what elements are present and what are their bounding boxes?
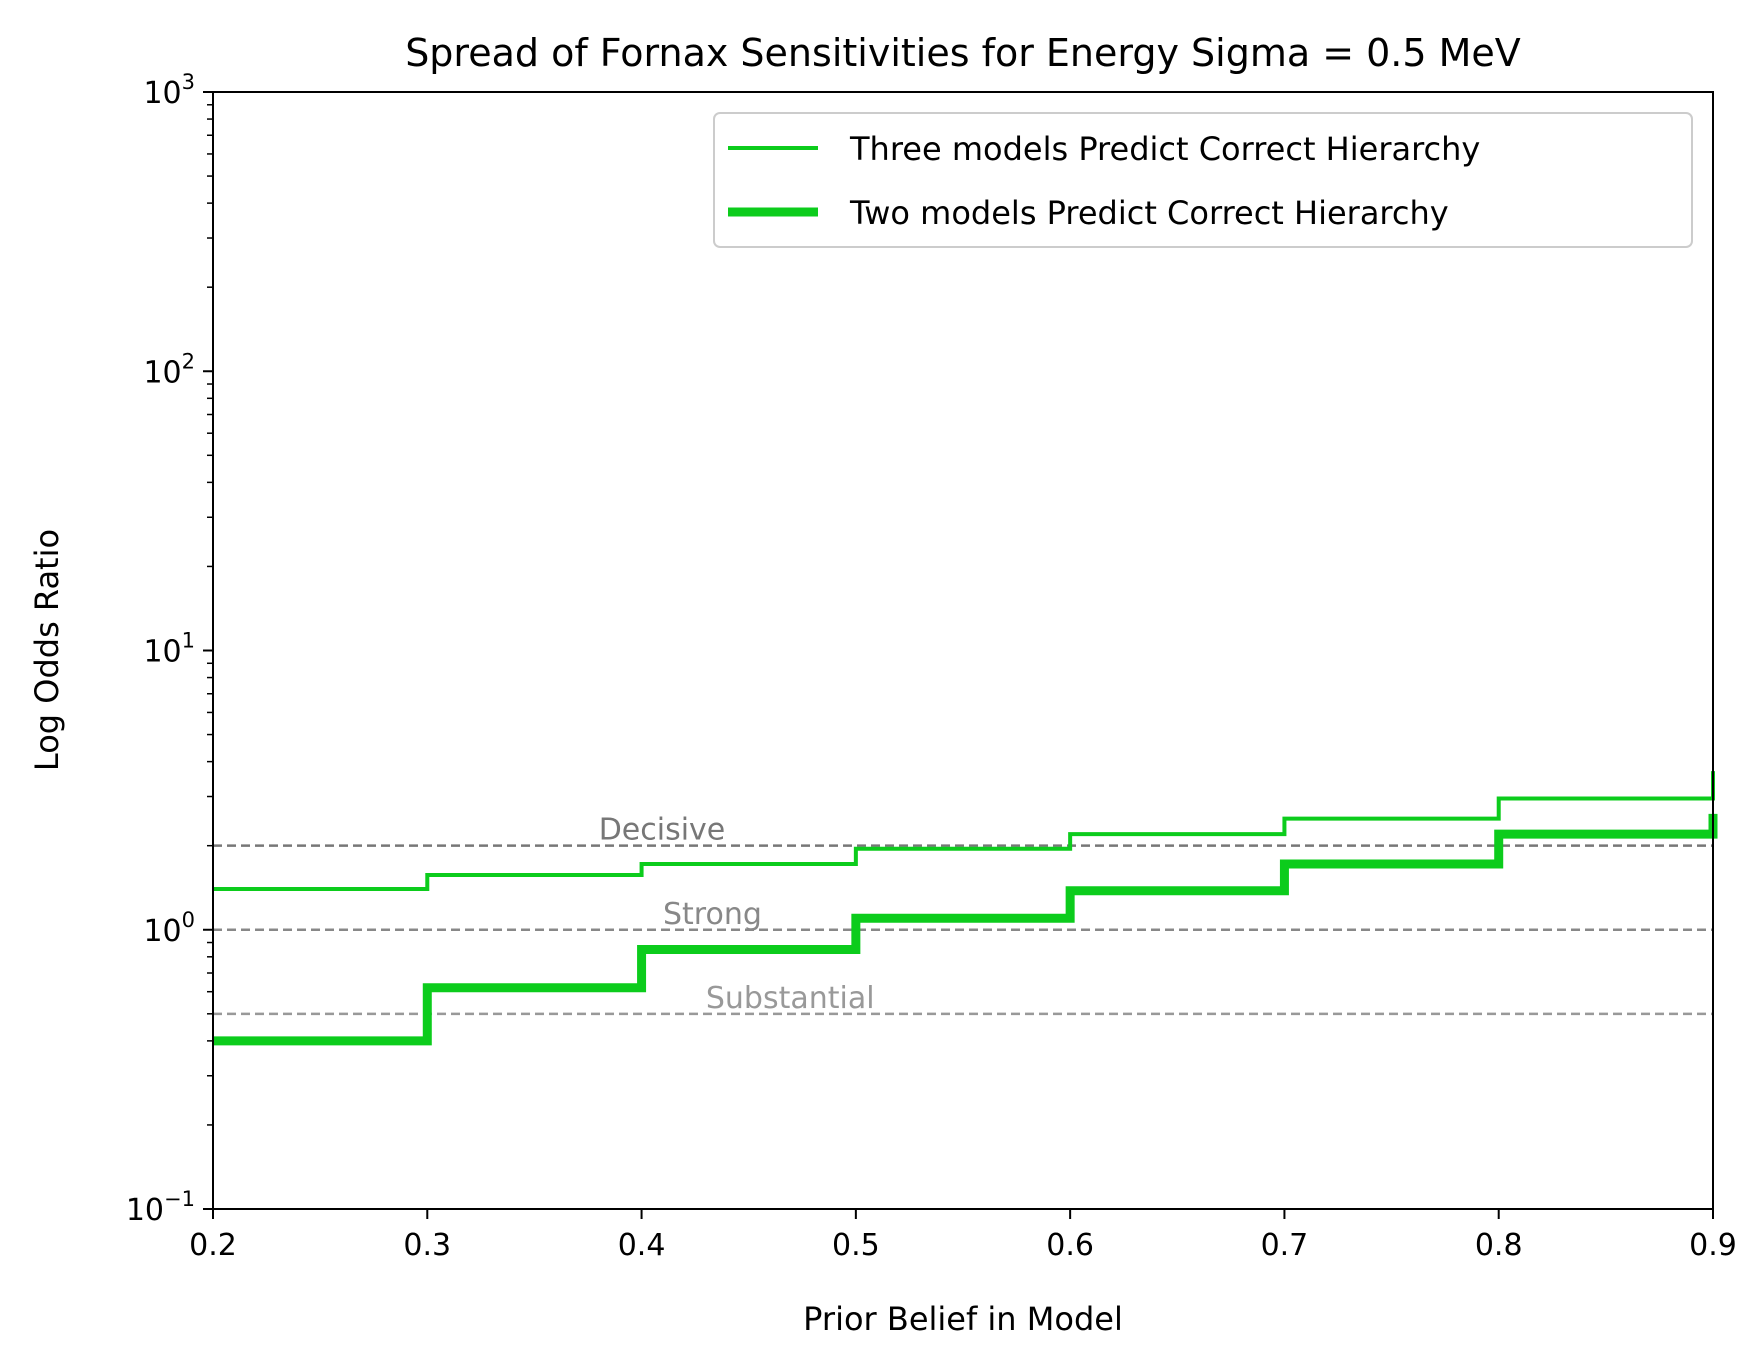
y-tick-label: 10−1 [126, 1187, 195, 1228]
x-tick-label: 0.4 [618, 1228, 666, 1263]
series-line-two-models [213, 813, 1718, 1046]
reference-labels: Decisive Strong Substantial [599, 813, 875, 1016]
y-tick-label: 102 [143, 349, 195, 390]
y-tick-label: 103 [143, 70, 195, 111]
x-axis: 0.2 0.3 0.4 0.5 0.6 0.7 0.8 0.9 [189, 1209, 1737, 1263]
series-layer [213, 771, 1718, 1046]
x-tick-label: 0.3 [403, 1228, 451, 1263]
reference-label-substantial: Substantial [706, 981, 875, 1016]
series-line-three-models [213, 771, 1715, 891]
x-tick-label: 0.6 [1046, 1228, 1094, 1263]
legend-label-three-models: Three models Predict Correct Hierarchy [849, 130, 1480, 168]
y-axis-title: Log Odds Ratio [28, 529, 66, 771]
x-tick-label: 0.7 [1261, 1228, 1309, 1263]
reference-label-strong: Strong [663, 897, 762, 932]
reference-lines [213, 844, 1713, 1016]
x-tick-label: 0.2 [189, 1228, 237, 1263]
legend-box [713, 112, 1693, 248]
reference-label-decisive: Decisive [599, 813, 726, 848]
y-axis: 10−1 100 101 102 103 [126, 70, 213, 1228]
legend-label-two-models: Two models Predict Correct Hierarchy [849, 194, 1449, 232]
y-tick-label: 100 [143, 908, 195, 949]
legend: Three models Predict Correct Hierarchy T… [713, 112, 1693, 248]
x-tick-label: 0.9 [1689, 1228, 1737, 1263]
y-tick-label: 101 [143, 629, 195, 670]
x-axis-title: Prior Belief in Model [803, 1300, 1123, 1338]
chart-title: Spread of Fornax Sensitivities for Energ… [405, 31, 1521, 75]
x-tick-label: 0.8 [1475, 1228, 1523, 1263]
x-tick-label: 0.5 [832, 1228, 880, 1263]
